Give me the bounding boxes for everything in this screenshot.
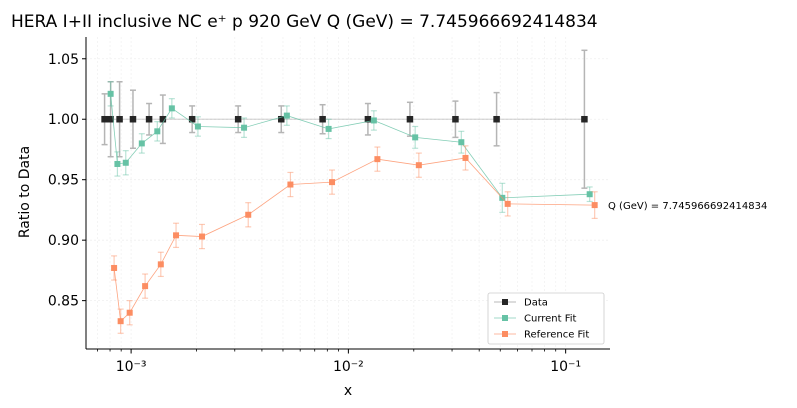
data-point (364, 115, 372, 123)
data-point (452, 115, 459, 123)
legend-marker (502, 299, 508, 305)
series-current-fit (107, 81, 593, 213)
series-reference-fit (111, 145, 598, 334)
y-axis-label: Ratio to Data (17, 146, 33, 238)
y-tick-label: 0.85 (48, 294, 79, 310)
data-point (122, 159, 129, 166)
data-point (173, 232, 180, 239)
data-point (138, 140, 145, 147)
series-data (101, 49, 588, 189)
data-point (241, 124, 248, 131)
data-point (234, 115, 242, 123)
data-point (199, 233, 206, 240)
data-point (374, 156, 381, 163)
chart-title: HERA I+II inclusive NC e⁺ p 920 GeV Q (G… (11, 12, 598, 32)
data-point (159, 115, 167, 123)
data-point (462, 154, 469, 161)
data-point (319, 115, 326, 123)
data-point (129, 115, 137, 123)
legend-marker (502, 331, 508, 337)
y-tick-label: 0.90 (48, 233, 79, 249)
legend-box (487, 292, 605, 345)
data-point (406, 115, 414, 123)
data-point (157, 261, 164, 268)
data-point (412, 134, 419, 141)
legend-marker (502, 315, 508, 321)
y-tick-label: 1.05 (48, 52, 79, 68)
data-point (245, 211, 252, 218)
data-point (116, 115, 123, 123)
data-point (142, 283, 149, 290)
y-tick-label: 0.95 (48, 173, 79, 189)
legend-label: Reference Fit (524, 330, 589, 341)
data-point (283, 112, 290, 119)
data-point (581, 115, 588, 123)
data-point (504, 200, 511, 207)
legend-label: Current Fit (524, 314, 577, 325)
data-point (493, 115, 500, 123)
data-point (370, 117, 377, 124)
x-axis-label: x (344, 383, 352, 399)
data-point (145, 115, 153, 123)
legend: Data Current Fit Reference Fit (487, 292, 605, 345)
x-tick-label: 10⁻¹ (550, 359, 581, 375)
grid (86, 37, 610, 349)
data-point (107, 90, 114, 97)
data-point (117, 318, 124, 325)
data-point (458, 139, 465, 146)
data-point (415, 162, 422, 169)
x-tick-label: 10⁻² (333, 359, 364, 375)
data-point (194, 123, 201, 130)
x-tick-label: 10⁻³ (116, 359, 147, 375)
data-point (107, 115, 114, 123)
series-layer (101, 49, 598, 334)
data-point (278, 115, 285, 123)
data-point (325, 125, 332, 132)
axes: 0.85 0.90 0.95 1.00 1.05 10⁻³ 10⁻² 10⁻¹ (48, 37, 610, 375)
data-point (188, 115, 196, 123)
data-point (591, 202, 598, 209)
data-point (586, 191, 593, 198)
data-point (111, 264, 118, 271)
data-point (101, 115, 108, 123)
annotation-text: Q (GeV) = 7.745966692414834 (608, 201, 767, 212)
data-point (329, 179, 336, 186)
data-point (126, 309, 133, 316)
legend-label: Data (524, 298, 548, 309)
data-point (168, 105, 175, 112)
data-point (114, 160, 121, 167)
y-tick-label: 1.00 (48, 112, 79, 128)
data-point (287, 181, 294, 188)
data-point (154, 128, 161, 135)
